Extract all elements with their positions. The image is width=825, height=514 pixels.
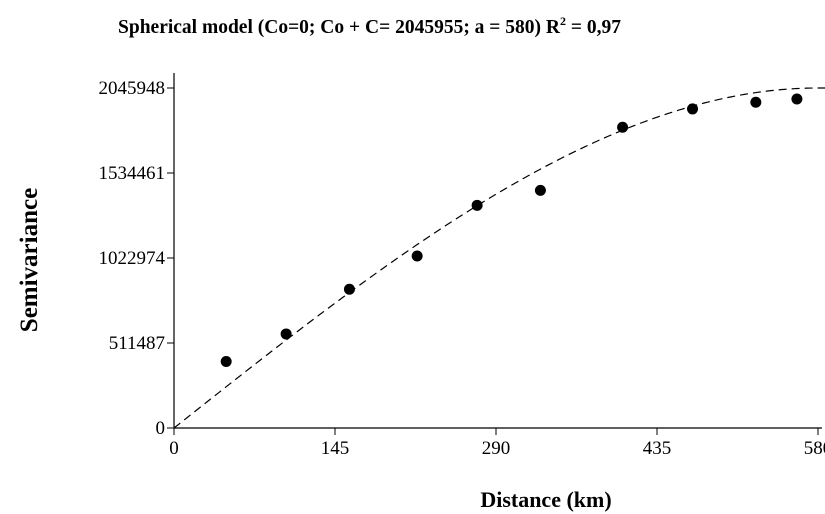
data-point bbox=[617, 121, 629, 133]
x-tick-label: 290 bbox=[482, 438, 511, 459]
x-axis-label: Distance (km) bbox=[480, 487, 612, 512]
data-point bbox=[750, 96, 762, 108]
ticks: 0 145 290 435 580 0 511487 1022974 1534461 204594… bbox=[99, 78, 825, 459]
x-tick-label: 0 bbox=[169, 438, 179, 459]
y-tick-label: 1022974 bbox=[99, 248, 166, 269]
data-point bbox=[411, 250, 423, 262]
data-point bbox=[687, 103, 699, 115]
data-point bbox=[220, 356, 232, 368]
axes bbox=[173, 73, 822, 429]
data-point bbox=[534, 184, 546, 196]
title-superscript: 2 bbox=[560, 14, 566, 28]
data-point bbox=[280, 328, 292, 340]
model-curve bbox=[173, 87, 825, 429]
x-tick-label: 435 bbox=[643, 438, 672, 459]
x-tick-label: 145 bbox=[321, 438, 350, 459]
data-point bbox=[791, 93, 803, 105]
chart-title: Spherical model (Co=0; Co + C= 2045955; … bbox=[118, 14, 621, 38]
y-tick-label: 511487 bbox=[109, 333, 165, 354]
data-point bbox=[471, 199, 483, 211]
y-tick-label: 1534461 bbox=[99, 163, 166, 184]
y-tick-label: 2045948 bbox=[99, 78, 166, 99]
data-points bbox=[220, 93, 803, 368]
x-tick-label: 580 bbox=[804, 438, 825, 459]
data-point bbox=[343, 283, 355, 295]
y-tick-label: 0 bbox=[156, 418, 166, 439]
